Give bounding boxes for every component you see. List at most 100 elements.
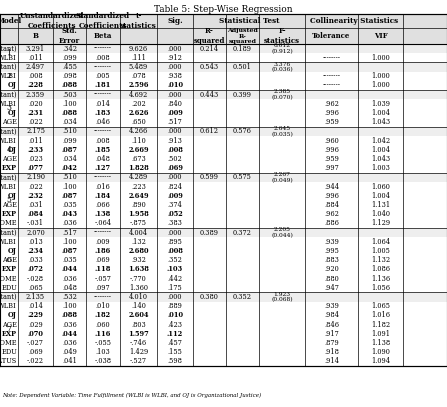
Text: 2.385
(0.070): 2.385 (0.070) — [271, 89, 293, 100]
Text: --------: -------- — [94, 229, 112, 236]
Bar — [0, 292, 447, 302]
Text: .423: .423 — [168, 321, 182, 328]
Text: 4.692: 4.692 — [129, 91, 148, 98]
Text: .944: .944 — [324, 183, 339, 190]
Text: .598: .598 — [168, 357, 182, 365]
Text: .036: .036 — [62, 339, 77, 347]
Text: .035: .035 — [62, 256, 77, 264]
Text: MSTATUS: MSTATUS — [0, 357, 17, 365]
Text: 4.289: 4.289 — [129, 173, 148, 182]
Text: .995: .995 — [324, 247, 339, 255]
Text: 2.497: 2.497 — [26, 63, 45, 71]
Text: --------: -------- — [322, 54, 341, 62]
Text: 1.004: 1.004 — [371, 146, 390, 154]
Text: -.875: -.875 — [130, 219, 147, 228]
Text: --------: -------- — [94, 63, 112, 71]
Text: 0.352: 0.352 — [233, 293, 252, 301]
Text: 0.399: 0.399 — [233, 91, 252, 98]
Text: .112: .112 — [167, 330, 183, 338]
Text: .352: .352 — [168, 256, 182, 264]
Text: .110: .110 — [131, 137, 146, 144]
Text: .066: .066 — [96, 201, 110, 209]
Text: R-
squared: R- squared — [194, 27, 225, 45]
Text: .034: .034 — [62, 155, 77, 163]
Text: .042: .042 — [62, 164, 77, 172]
Text: Beta: Beta — [94, 32, 112, 40]
Text: AGE: AGE — [2, 321, 17, 328]
Text: 1.004: 1.004 — [371, 109, 390, 117]
Text: .000: .000 — [168, 293, 182, 301]
Text: 2.175: 2.175 — [26, 127, 45, 136]
Bar — [0, 127, 447, 136]
Text: -.746: -.746 — [130, 339, 147, 347]
Text: .041: .041 — [62, 357, 77, 365]
Text: .996: .996 — [324, 109, 339, 117]
Text: 1.091: 1.091 — [371, 330, 390, 338]
Text: 1.086: 1.086 — [371, 265, 390, 274]
Text: EDU: EDU — [1, 284, 17, 292]
Text: .138: .138 — [95, 210, 111, 218]
Text: .673: .673 — [131, 155, 146, 163]
Text: 1.360: 1.360 — [129, 284, 148, 292]
Text: EXP: EXP — [2, 265, 17, 274]
Text: .065: .065 — [28, 284, 43, 292]
Text: 0.443: 0.443 — [200, 91, 219, 98]
Text: .031: .031 — [28, 201, 43, 209]
Text: .228: .228 — [28, 81, 43, 90]
Text: .503: .503 — [62, 91, 77, 98]
Text: .939: .939 — [324, 302, 339, 310]
Text: .010: .010 — [96, 302, 110, 310]
Text: -.031: -.031 — [27, 219, 44, 228]
Text: .014: .014 — [96, 100, 110, 108]
Text: --------: -------- — [94, 91, 112, 98]
Text: .889: .889 — [168, 302, 182, 310]
Text: .510: .510 — [62, 173, 77, 182]
Text: 1.004: 1.004 — [371, 192, 390, 200]
Text: .884: .884 — [324, 201, 339, 209]
Text: .184: .184 — [95, 192, 111, 200]
Text: --------: -------- — [94, 127, 112, 136]
Text: .510: .510 — [62, 127, 77, 136]
Text: .185: .185 — [95, 146, 111, 154]
Text: Table 5: Step-Wise Regression: Table 5: Step-Wise Regression — [154, 5, 293, 14]
Text: 2.359: 2.359 — [26, 91, 45, 98]
Text: .996: .996 — [324, 146, 339, 154]
Text: .005: .005 — [96, 72, 110, 80]
Text: .342: .342 — [62, 45, 77, 53]
Text: .938: .938 — [168, 72, 182, 80]
Text: .879: .879 — [324, 339, 339, 347]
Text: .840: .840 — [168, 100, 182, 108]
Text: 0.012
(0.912): 0.012 (0.912) — [271, 43, 293, 54]
Text: 4.010: 4.010 — [129, 293, 148, 301]
Text: Collinearity Statistics: Collinearity Statistics — [310, 17, 398, 25]
Text: Tolerance: Tolerance — [312, 32, 351, 40]
Text: OJ: OJ — [8, 247, 17, 255]
Text: .103: .103 — [96, 348, 110, 356]
Text: .912: .912 — [168, 54, 182, 62]
Text: .084: .084 — [28, 210, 43, 218]
Text: 0.214: 0.214 — [200, 45, 219, 53]
Text: Sig.: Sig. — [167, 17, 183, 25]
Text: .947: .947 — [324, 284, 339, 292]
Text: .374: .374 — [168, 201, 182, 209]
Text: .111: .111 — [131, 54, 146, 62]
Text: EXP: EXP — [2, 210, 17, 218]
Text: OJ: OJ — [8, 109, 17, 117]
Text: AGE: AGE — [2, 155, 17, 163]
Text: AGE: AGE — [2, 256, 17, 264]
Text: .886: .886 — [324, 219, 339, 228]
Text: WLBI: WLBI — [0, 238, 17, 246]
Bar — [0, 90, 447, 99]
Text: 1.043: 1.043 — [371, 155, 390, 163]
Text: .100: .100 — [62, 183, 77, 190]
Text: INCOME: INCOME — [0, 275, 17, 282]
Text: 1.039: 1.039 — [371, 100, 390, 108]
Text: 0.380: 0.380 — [200, 293, 219, 301]
Text: .069: .069 — [167, 164, 183, 172]
Text: 0.612: 0.612 — [200, 127, 219, 136]
Text: .234: .234 — [28, 247, 43, 255]
Text: INCOME: INCOME — [0, 219, 17, 228]
Text: INCOME: INCOME — [0, 339, 17, 347]
Text: Model: Model — [0, 17, 21, 25]
Text: .069: .069 — [96, 256, 110, 264]
